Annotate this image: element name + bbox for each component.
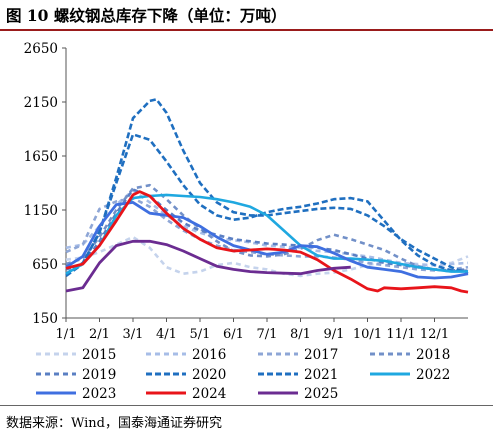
x-tick-label: 6/1 xyxy=(223,327,244,342)
x-tick-label: 1/1 xyxy=(56,327,77,342)
legend-label-2021: 2021 xyxy=(304,367,338,383)
title-rule xyxy=(0,29,493,31)
legend-label-2018: 2018 xyxy=(416,347,450,363)
chart-title: 图 10 螺纹钢总库存下降（单位：万吨） xyxy=(6,6,287,25)
legend-label-2025: 2025 xyxy=(304,386,338,402)
x-tick-label: 5/1 xyxy=(190,327,211,342)
y-tick-label: 1650 xyxy=(24,149,58,165)
series-line-2017 xyxy=(65,196,469,272)
legend-label-2017: 2017 xyxy=(304,347,338,363)
series-line-2019 xyxy=(65,188,469,272)
series-line-2024 xyxy=(65,190,469,294)
plot-area xyxy=(65,98,469,294)
x-tick-label: 2/1 xyxy=(89,327,110,342)
chart-source: 数据来源：Wind，国泰海通证券研究 xyxy=(6,416,222,431)
y-tick-label: 2650 xyxy=(24,41,58,57)
series-line-2023 xyxy=(65,200,469,280)
axes: 150 650 1150 1650 2150 2650 1/1 2/1 3/1 4/1 5/1 6/1… xyxy=(24,41,468,342)
legend-label-2020: 2020 xyxy=(192,367,226,383)
series-line-2022 xyxy=(65,193,468,275)
inventory-line-chart: 150 650 1150 1650 2150 2650 1/1 2/1 3/1 4/1 5/1 6/1… xyxy=(24,41,469,402)
legend-label-2023: 2023 xyxy=(82,386,116,402)
legend-label-2022: 2022 xyxy=(416,367,450,383)
legend-label-2019: 2019 xyxy=(82,367,116,383)
series-line-2015 xyxy=(65,235,469,278)
x-tick-label: 12/1 xyxy=(420,327,449,342)
x-tick-label: 7/1 xyxy=(257,327,278,342)
series-line-2016 xyxy=(65,189,469,267)
x-tick-label: 8/1 xyxy=(290,327,311,342)
series-line-2018 xyxy=(65,183,469,273)
legend-label-2015: 2015 xyxy=(82,347,116,363)
x-tick-label: 9/1 xyxy=(324,327,345,342)
x-tick-label: 10/1 xyxy=(353,327,382,342)
x-tick-label: 4/1 xyxy=(156,327,177,342)
legend-label-2016: 2016 xyxy=(192,347,226,363)
legend: 2015 2016 2017 2018 2019 2020 2021 2022 2023 2024… xyxy=(36,347,450,402)
source-rule xyxy=(0,405,493,406)
x-tick-label: 11/1 xyxy=(386,327,415,342)
y-tick-label: 150 xyxy=(32,311,58,327)
y-tick-label: 650 xyxy=(32,257,58,273)
y-tick-label: 2150 xyxy=(24,95,58,111)
legend-label-2024: 2024 xyxy=(192,386,226,402)
y-tick-label: 1150 xyxy=(24,203,58,219)
x-tick-label: 3/1 xyxy=(123,327,144,342)
series-line-2025 xyxy=(65,239,351,293)
